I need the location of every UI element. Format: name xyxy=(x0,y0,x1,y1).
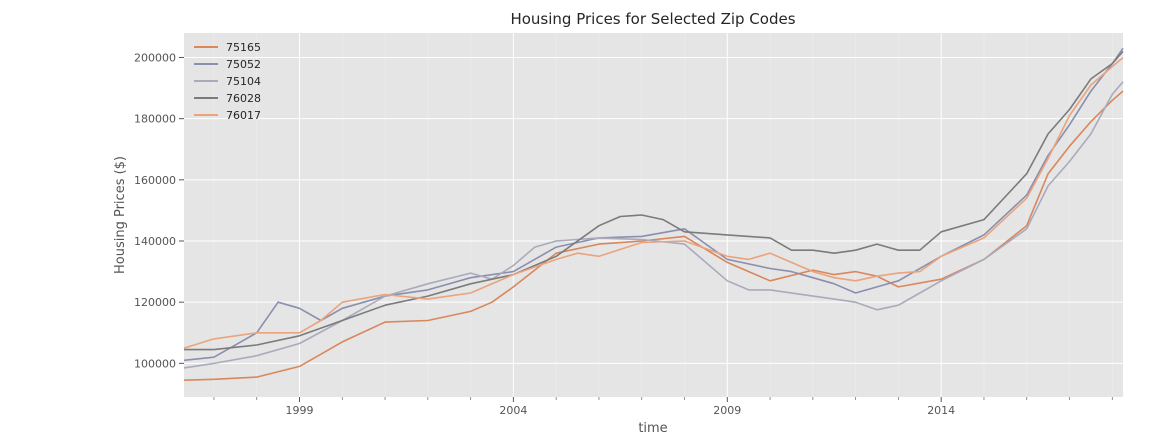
x-tick-label: 1999 xyxy=(286,404,314,417)
y-tick-label: 100000 xyxy=(134,357,176,370)
series-line-75104 xyxy=(183,81,1124,369)
legend: 75165 75052 75104 76028 76017 xyxy=(194,41,261,122)
y-tick-label: 180000 xyxy=(134,113,176,126)
axis-ticks: 1999 2004 2009 2014 100000 120000 140000 160000… xyxy=(134,51,1113,417)
y-tick-label: 140000 xyxy=(134,235,176,248)
x-tick-label: 2004 xyxy=(499,404,527,417)
plot-area xyxy=(184,33,1123,397)
y-tick-label: 200000 xyxy=(134,51,176,64)
x-tick-label: 2014 xyxy=(927,404,955,417)
chart-title: Housing Prices for Selected Zip Codes xyxy=(510,10,795,28)
legend-label-75165: 75165 xyxy=(226,41,261,54)
legend-label-75052: 75052 xyxy=(226,58,261,71)
legend-label-75104: 75104 xyxy=(226,75,261,88)
series-line-76017 xyxy=(183,56,1124,349)
series-line-76028 xyxy=(184,50,1124,351)
x-axis-label: time xyxy=(638,421,667,434)
y-tick-label: 120000 xyxy=(134,296,176,309)
series-line-75165 xyxy=(183,90,1124,381)
y-tick-label: 160000 xyxy=(134,174,176,187)
x-tick-label: 2009 xyxy=(713,404,741,417)
legend-label-76028: 76028 xyxy=(226,92,261,105)
y-axis-label: Housing Prices ($) xyxy=(113,156,128,274)
series-lines xyxy=(183,47,1124,381)
legend-label-76017: 76017 xyxy=(226,109,261,122)
